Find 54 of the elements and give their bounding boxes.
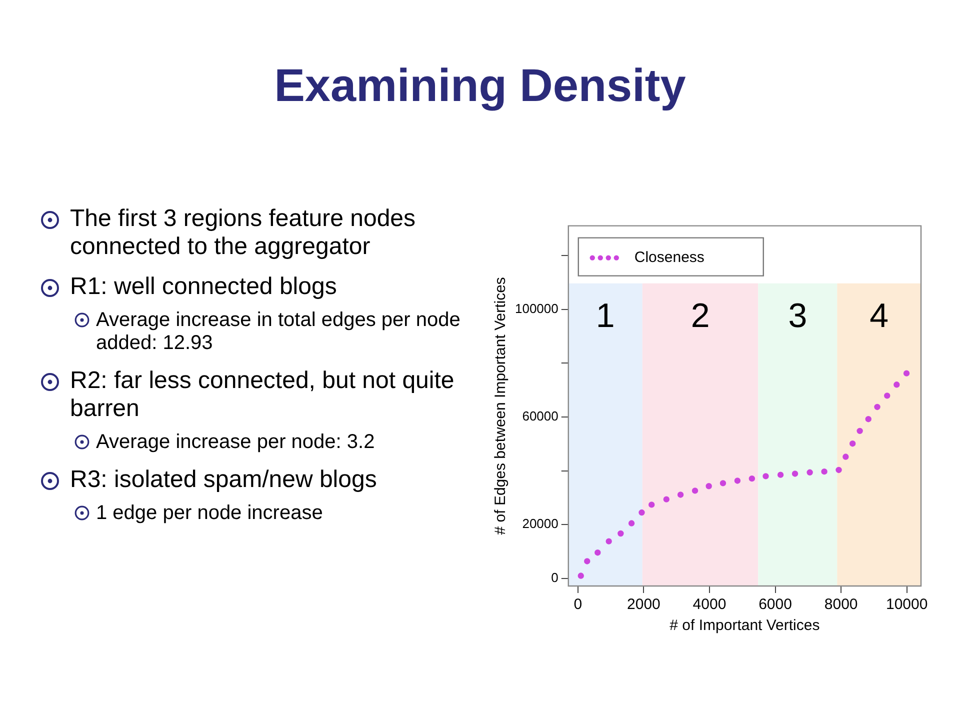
point (578, 572, 584, 579)
x-axis-title: # of Important Vertices (670, 617, 820, 634)
point (606, 538, 612, 544)
point (594, 550, 601, 556)
x-tick-label: 6000 (758, 596, 792, 614)
x-tick-label: 10000 (886, 596, 928, 614)
point (720, 480, 726, 486)
point (842, 454, 849, 460)
point (706, 483, 712, 490)
y-tick-label: 60000 (522, 408, 558, 424)
y-axis-title: # of Edges between Important Vertices (492, 277, 510, 535)
point (836, 466, 842, 474)
text: Average increase per node: 3.2 (96, 431, 375, 453)
point (663, 496, 670, 502)
point (806, 469, 813, 476)
point (821, 468, 828, 475)
point (777, 472, 784, 478)
legend-label: Closeness (634, 248, 704, 266)
text: 1 edge per node increase (96, 502, 323, 524)
x-tick-label: 8000 (824, 596, 858, 614)
y-tick-label: 20000 (522, 516, 558, 532)
point (584, 558, 590, 564)
x-tick-label: 0 (574, 596, 582, 614)
band-label: 3 (788, 296, 808, 335)
point (628, 520, 635, 526)
point (856, 428, 863, 434)
x-tick-label: 2000 (627, 596, 660, 614)
point (894, 382, 900, 388)
point (903, 370, 910, 376)
point (692, 488, 698, 494)
band-label: 1 (596, 296, 615, 335)
point (638, 509, 645, 516)
text: R3: isolated spam/new blogs (70, 466, 377, 493)
point (734, 478, 741, 484)
point (618, 530, 624, 537)
point (865, 416, 872, 422)
point (648, 502, 655, 508)
text: Average increase in total edges per node added: 12.93 (96, 309, 460, 354)
point (748, 475, 756, 482)
chart-title: Examining Density (273, 58, 687, 112)
band-label: 2 (690, 296, 710, 335)
y-tick-label: 100000 (514, 300, 558, 316)
text: R1: well connected blogs (70, 273, 337, 300)
point (849, 440, 856, 447)
point (792, 470, 798, 477)
y-tick-label: 0 (551, 570, 558, 586)
point (677, 492, 684, 498)
text: R2: far less connected, but not quite barren (70, 367, 454, 422)
text: The first 3 regions feature nodes connected to the aggregator (70, 205, 416, 260)
point (874, 404, 880, 410)
point (762, 473, 769, 480)
point (884, 392, 890, 399)
x-tick-label: 4000 (692, 596, 726, 614)
band-label: 4 (870, 296, 889, 335)
